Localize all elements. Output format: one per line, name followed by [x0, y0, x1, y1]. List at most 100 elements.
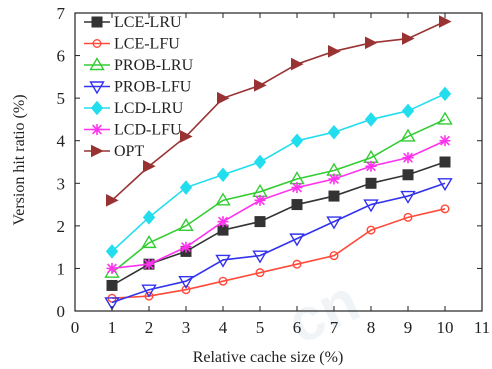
watermark: cn	[277, 266, 369, 356]
data-point	[328, 173, 340, 185]
series-line	[111, 20, 446, 201]
series-line	[111, 182, 446, 304]
x-tick-label: 7	[330, 318, 339, 337]
data-point	[144, 291, 154, 301]
data-point	[365, 36, 378, 50]
data-point	[215, 192, 231, 206]
y-tick-label: 6	[57, 47, 66, 66]
data-point	[363, 149, 379, 163]
x-tick-label: 8	[367, 318, 376, 337]
data-point	[439, 156, 451, 168]
x-tick-label: 0	[71, 318, 80, 337]
data-point	[106, 194, 119, 207]
series-layer	[104, 15, 453, 311]
y-tick-label: 2	[57, 217, 66, 236]
series-lcd-lru	[105, 86, 452, 259]
data-point	[365, 160, 377, 172]
series-line	[111, 161, 446, 287]
data-point	[438, 86, 452, 102]
data-point	[402, 169, 414, 181]
data-point	[181, 285, 191, 295]
y-axis-title: Version hit ratio (%)	[11, 94, 28, 225]
data-point	[253, 154, 267, 170]
legend-label: LCD-LRU	[114, 100, 184, 117]
legend-marker	[90, 100, 104, 116]
data-point	[290, 133, 304, 148]
data-point	[403, 212, 413, 222]
data-point	[143, 258, 155, 270]
data-point	[437, 178, 453, 192]
legend-label: OPT	[114, 143, 144, 160]
data-point	[400, 128, 416, 142]
data-point	[106, 279, 118, 291]
legend-item: PROB-LRU	[84, 57, 194, 74]
data-point	[292, 259, 302, 269]
data-point	[105, 244, 119, 259]
data-point	[363, 199, 379, 213]
data-point	[291, 199, 303, 211]
data-point	[180, 241, 192, 253]
x-tick-label: 5	[256, 318, 265, 337]
series-prob-lfu	[104, 178, 453, 311]
legend-item: LCD-LFU	[84, 122, 182, 139]
legend-item: PROB-LFU	[84, 79, 192, 96]
legend-marker	[91, 144, 104, 158]
data-point	[180, 130, 193, 143]
legend-item: OPT	[84, 143, 144, 160]
x-tick-label: 2	[145, 318, 154, 337]
legend-marker	[89, 57, 105, 71]
data-point	[437, 111, 453, 125]
series-line	[111, 208, 446, 300]
data-point	[254, 79, 267, 92]
y-tick-label: 3	[57, 174, 66, 193]
axes-layer: 0 1 2 3 4 5 6 7 8 9 10 11 0 1 2 3 4 5 6 7	[57, 4, 491, 337]
series-lcd-lfu	[106, 135, 451, 274]
plot-frame	[74, 12, 483, 312]
legend-item: LCD-LRU	[84, 100, 184, 117]
legend-label: PROB-LRU	[114, 57, 194, 74]
data-point	[328, 45, 341, 58]
data-point	[215, 254, 231, 268]
plot-area	[74, 12, 483, 312]
data-point	[106, 262, 118, 274]
data-point	[440, 204, 450, 214]
x-tick-label: 6	[293, 318, 302, 337]
series-line	[111, 139, 446, 270]
x-axis-title: Relative cache size (%)	[193, 349, 344, 366]
y-tick-label: 4	[57, 132, 66, 151]
series-opt	[106, 15, 452, 207]
data-point	[216, 167, 230, 183]
data-point	[104, 297, 120, 311]
legend-marker	[91, 16, 103, 28]
x-tick-label: 9	[404, 318, 413, 337]
data-point	[439, 135, 451, 147]
data-point	[143, 159, 156, 173]
data-point	[327, 124, 341, 140]
data-point	[254, 194, 266, 206]
series-lce-lru	[106, 156, 451, 291]
legend-marker	[89, 81, 105, 95]
series-line	[111, 118, 446, 274]
data-point	[366, 225, 376, 235]
x-tick-label: 11	[474, 318, 490, 337]
legend-item: LCE-LRU	[84, 14, 182, 31]
legend-label: LCD-LFU	[114, 122, 182, 139]
legend-marker	[91, 124, 103, 135]
data-point	[329, 251, 339, 261]
data-point	[364, 112, 378, 127]
x-tick-label: 1	[108, 318, 117, 337]
data-point	[291, 57, 304, 71]
svg-text:cn: cn	[277, 266, 369, 356]
y-tick-label: 7	[57, 4, 66, 23]
data-point	[218, 276, 228, 286]
data-point	[254, 216, 266, 228]
data-point	[401, 103, 415, 119]
data-point	[217, 91, 230, 105]
x-tick-label: 10	[437, 318, 454, 337]
data-point	[217, 216, 229, 228]
data-point	[178, 276, 194, 290]
data-point	[179, 180, 193, 195]
x-tick-label: 4	[219, 318, 228, 337]
data-point	[142, 210, 156, 225]
data-point	[291, 182, 303, 194]
